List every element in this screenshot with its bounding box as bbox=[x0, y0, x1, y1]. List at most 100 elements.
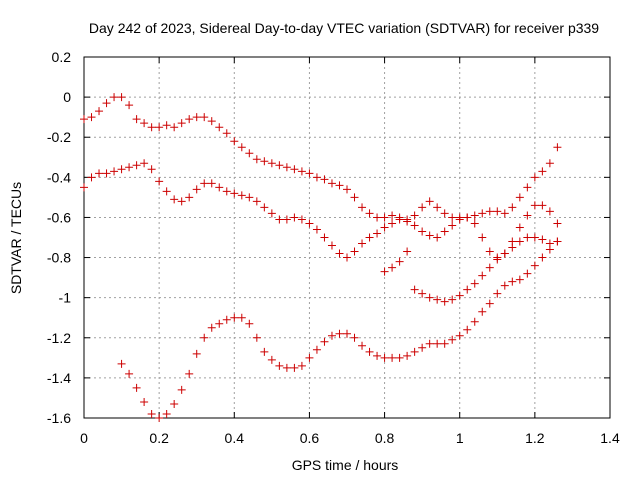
data-point bbox=[545, 207, 554, 216]
data-point bbox=[463, 325, 472, 334]
data-point bbox=[245, 149, 254, 158]
data-point bbox=[147, 123, 156, 132]
data-point bbox=[350, 247, 359, 256]
data-point bbox=[245, 193, 254, 202]
data-point bbox=[312, 345, 321, 354]
data-point bbox=[162, 187, 171, 196]
data-point bbox=[493, 289, 502, 298]
data-point bbox=[162, 409, 171, 418]
data-point bbox=[358, 341, 367, 350]
x-axis-label: GPS time / hours bbox=[292, 457, 399, 473]
data-point bbox=[327, 241, 336, 250]
plot-frame bbox=[83, 56, 611, 419]
data-point bbox=[162, 121, 171, 130]
data-point bbox=[252, 197, 261, 206]
data-point bbox=[335, 329, 344, 338]
data-point bbox=[508, 243, 517, 252]
data-point bbox=[500, 281, 509, 290]
y-tick-label: -0.6 bbox=[47, 209, 71, 225]
data-point bbox=[538, 235, 547, 244]
data-point bbox=[140, 119, 149, 128]
data-point bbox=[493, 255, 502, 264]
data-point bbox=[282, 163, 291, 172]
data-point bbox=[523, 211, 532, 220]
data-point bbox=[200, 113, 209, 122]
data-point bbox=[523, 183, 532, 192]
data-point bbox=[147, 409, 156, 418]
data-point bbox=[275, 215, 284, 224]
data-point bbox=[207, 323, 216, 332]
data-point bbox=[350, 333, 359, 342]
y-tick-label: -1 bbox=[59, 290, 72, 306]
data-point bbox=[87, 173, 96, 182]
track-4-series bbox=[380, 247, 412, 276]
data-point bbox=[350, 193, 359, 202]
x-tick-label: 1.2 bbox=[525, 430, 545, 446]
data-point bbox=[132, 383, 141, 392]
data-point bbox=[155, 177, 164, 186]
data-point bbox=[200, 179, 209, 188]
data-point bbox=[365, 233, 374, 242]
data-point bbox=[312, 173, 321, 182]
data-point bbox=[478, 233, 487, 242]
data-point bbox=[440, 297, 449, 306]
data-point bbox=[222, 315, 231, 324]
data-point bbox=[448, 295, 457, 304]
data-point bbox=[508, 277, 517, 286]
data-point bbox=[388, 219, 397, 228]
data-point bbox=[327, 179, 336, 188]
data-point bbox=[185, 193, 194, 202]
data-point bbox=[95, 107, 104, 116]
data-point bbox=[230, 137, 239, 146]
track-1-series bbox=[80, 93, 562, 224]
data-point bbox=[252, 155, 261, 164]
data-point bbox=[155, 414, 164, 422]
data-point bbox=[237, 313, 246, 322]
data-point bbox=[553, 143, 562, 152]
data-point bbox=[380, 353, 389, 362]
data-point bbox=[425, 339, 434, 348]
data-point bbox=[305, 219, 314, 228]
data-point bbox=[485, 247, 494, 256]
data-point bbox=[222, 187, 231, 196]
data-point bbox=[215, 319, 224, 328]
data-point bbox=[538, 201, 547, 210]
data-point bbox=[418, 203, 427, 212]
data-point bbox=[553, 237, 562, 246]
data-point bbox=[237, 143, 246, 152]
data-point bbox=[170, 195, 179, 204]
data-point bbox=[230, 313, 239, 322]
y-tick-label: -1.4 bbox=[47, 370, 71, 386]
data-point bbox=[425, 197, 434, 206]
track-2-series bbox=[80, 159, 562, 262]
data-point bbox=[418, 227, 427, 236]
data-point bbox=[177, 119, 186, 128]
data-point bbox=[395, 353, 404, 362]
data-point bbox=[252, 333, 261, 342]
y-tick-labels: 0.2 0 -0.2 -0.4 -0.6 -0.8 -1 -1.2 -1.4 -1.6 bbox=[47, 49, 71, 426]
data-point bbox=[222, 129, 231, 138]
y-tick-label: -1.2 bbox=[47, 330, 71, 346]
data-point bbox=[478, 271, 487, 280]
data-point bbox=[117, 165, 126, 174]
data-point bbox=[500, 249, 509, 258]
data-point bbox=[485, 263, 494, 272]
data-point bbox=[530, 261, 539, 270]
data-point bbox=[530, 201, 539, 210]
data-point bbox=[80, 183, 88, 192]
data-point bbox=[425, 231, 434, 240]
x-tick-label: 0.6 bbox=[300, 430, 320, 446]
x-tick-label: 1.4 bbox=[600, 430, 620, 446]
data-point bbox=[320, 175, 329, 184]
data-point bbox=[215, 123, 224, 132]
data-point bbox=[455, 331, 464, 340]
track-3-series bbox=[117, 237, 562, 422]
data-point bbox=[470, 317, 479, 326]
y-tick-label: -1.6 bbox=[47, 410, 71, 426]
data-point bbox=[365, 209, 374, 218]
data-point bbox=[177, 197, 186, 206]
data-point bbox=[192, 113, 201, 122]
data-point bbox=[388, 211, 397, 220]
data-point bbox=[207, 179, 216, 188]
data-point bbox=[132, 161, 141, 170]
